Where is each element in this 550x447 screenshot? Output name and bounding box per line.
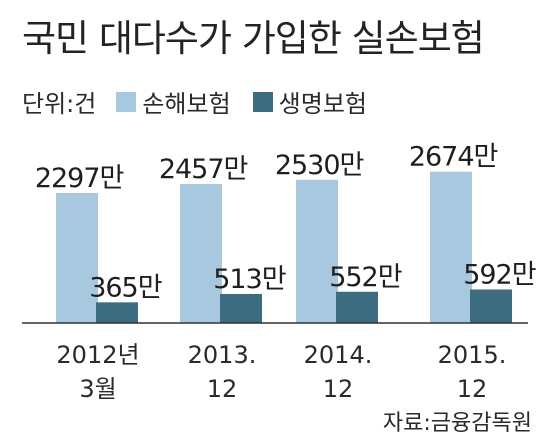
legend-item-series-2: 생명보험: [252, 84, 367, 119]
data-label-1-4: 2674만: [409, 142, 498, 173]
bar-2-1: [96, 302, 138, 323]
legend-swatch-series-1: [116, 91, 137, 112]
legend-item-series-1: 손해보험: [116, 84, 231, 119]
x-tick-label-1: 2012년 3월: [56, 341, 139, 403]
legend-swatch-series-2: [252, 91, 273, 112]
bar-2-3: [336, 291, 378, 323]
unit-label: 단위:건: [22, 90, 97, 118]
data-label-1-2: 2457만: [159, 154, 248, 185]
legend-label-series-1: 손해보험: [142, 90, 231, 118]
bar-1-3: [296, 179, 338, 323]
data-label-1-3: 2530만: [275, 150, 364, 181]
data-label-2-3: 552만: [329, 262, 402, 293]
data-label-2-1: 365만: [89, 272, 162, 303]
data-label-1-1: 2297만: [35, 163, 124, 194]
bar-1-1: [56, 193, 98, 323]
bar-2-4: [470, 289, 512, 323]
data-label-2-2: 513만: [213, 264, 286, 295]
chart-title: 국민 대다수가 가입한 실손보험: [22, 17, 485, 60]
x-tick-label-4: 2015. 12: [438, 341, 507, 403]
legend: 단위:건 손해보험 생명보험: [22, 84, 389, 119]
data-label-2-4: 592만: [463, 259, 536, 290]
bar-1-4: [430, 171, 472, 323]
x-tick-label-3: 2014. 12: [304, 341, 373, 403]
bar-2-2: [220, 293, 262, 323]
x-tick-label-2: 2013. 12: [188, 341, 257, 403]
bar-1-2: [180, 183, 222, 323]
source-note: 자료:금융감독원: [382, 411, 532, 436]
legend-label-series-2: 생명보험: [278, 90, 367, 118]
